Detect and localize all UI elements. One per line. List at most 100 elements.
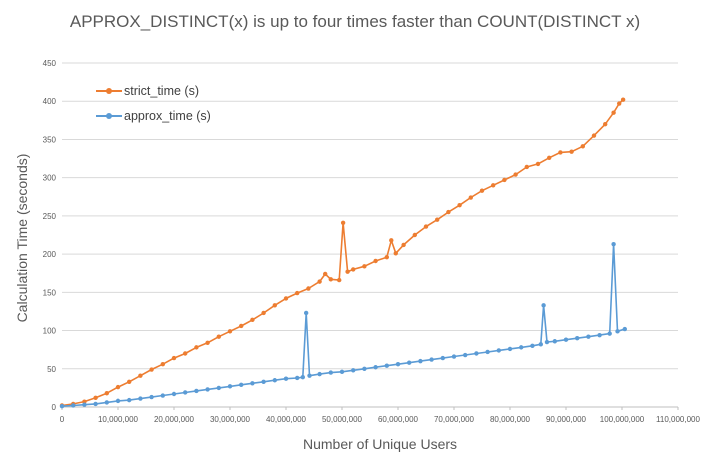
data-point-approx xyxy=(149,394,154,400)
data-point-approx xyxy=(93,401,98,407)
data-point-approx xyxy=(575,336,580,341)
x-tick-label: 20,000,000 xyxy=(154,415,195,424)
y-tick-label: 0 xyxy=(52,403,57,412)
y-tick-label: 100 xyxy=(43,327,57,336)
data-point-approx xyxy=(115,398,121,404)
data-point-approx xyxy=(339,369,345,375)
data-point-strict xyxy=(524,164,529,170)
data-point-approx xyxy=(82,402,87,407)
data-point-approx xyxy=(127,397,132,403)
data-point-approx xyxy=(300,374,305,380)
y-tick-label: 250 xyxy=(43,212,57,221)
x-tick-label: 50,000,000 xyxy=(322,415,363,424)
data-point-strict xyxy=(479,188,485,193)
data-point-approx xyxy=(538,342,543,347)
data-point-strict xyxy=(115,384,121,390)
data-point-strict xyxy=(138,373,143,378)
x-tick-label: 10,000,000 xyxy=(98,415,139,424)
x-axis-label: Number of Unique Users xyxy=(302,436,458,452)
data-point-strict xyxy=(558,150,563,155)
x-tick-label: 80,000,000 xyxy=(490,415,531,424)
data-point-approx xyxy=(611,241,616,247)
data-point-approx xyxy=(384,363,389,368)
data-point-approx xyxy=(205,387,210,392)
data-point-approx xyxy=(307,373,312,378)
data-point-approx xyxy=(440,355,445,361)
data-point-approx xyxy=(586,334,591,339)
data-point-strict xyxy=(149,367,154,372)
data-point-approx xyxy=(328,370,333,375)
y-tick-label: 150 xyxy=(43,288,57,297)
y-tick-label: 350 xyxy=(43,135,57,144)
data-point-strict xyxy=(591,133,597,138)
data-point-strict xyxy=(373,258,378,264)
data-point-strict xyxy=(547,155,552,160)
legend-swatch-strict xyxy=(96,86,122,96)
data-point-strict xyxy=(93,395,98,401)
legend-label-approx: approx_time (s) xyxy=(124,108,211,123)
data-point-strict xyxy=(620,97,626,102)
x-tick-label: 30,000,000 xyxy=(210,415,251,424)
data-point-approx xyxy=(541,303,546,308)
data-point-approx xyxy=(496,348,501,353)
data-point-strict xyxy=(389,238,394,243)
data-point-approx xyxy=(507,346,513,352)
data-point-approx xyxy=(552,339,557,344)
data-point-strict xyxy=(272,303,277,308)
data-point-approx xyxy=(607,331,612,336)
data-point-approx xyxy=(418,358,423,364)
legend: strict_time (s) approx_time (s) xyxy=(96,78,211,128)
data-point-strict xyxy=(317,279,322,284)
data-point-strict xyxy=(295,290,300,296)
x-tick-label: 70,000,000 xyxy=(434,415,475,424)
data-point-strict xyxy=(127,379,132,384)
data-point-strict xyxy=(617,101,622,106)
legend-item-strict: strict_time (s) xyxy=(96,78,211,103)
data-point-strict xyxy=(502,177,507,183)
data-point-approx xyxy=(530,343,535,349)
data-point-approx xyxy=(239,382,244,388)
data-point-strict xyxy=(328,277,333,282)
data-point-approx xyxy=(485,349,490,355)
data-point-strict xyxy=(446,209,451,215)
data-point-strict xyxy=(183,351,188,356)
y-tick-label: 400 xyxy=(43,97,57,106)
data-point-strict xyxy=(468,195,473,200)
data-point-strict xyxy=(340,220,346,225)
chart-title: APPROX_DISTINCT(x) is up to four times f… xyxy=(69,12,641,31)
data-point-approx xyxy=(622,326,627,332)
y-tick-label: 200 xyxy=(43,250,57,259)
x-tick-label: 90,000,000 xyxy=(546,415,587,424)
data-point-strict xyxy=(239,323,244,329)
data-point-approx xyxy=(597,332,602,338)
x-tick-label: 60,000,000 xyxy=(378,415,419,424)
data-point-approx xyxy=(395,361,401,367)
y-tick-label: 300 xyxy=(43,174,57,183)
data-point-strict xyxy=(337,277,342,283)
data-point-approx xyxy=(283,376,289,381)
data-point-strict xyxy=(580,144,585,149)
data-point-strict xyxy=(306,286,311,291)
data-point-strict xyxy=(535,161,541,167)
data-point-strict xyxy=(351,267,356,272)
data-point-approx xyxy=(407,360,412,365)
data-point-approx xyxy=(227,384,233,389)
data-point-strict xyxy=(104,391,110,396)
data-point-strict xyxy=(250,317,255,323)
data-point-strict xyxy=(435,217,440,222)
data-point-approx xyxy=(519,345,524,350)
data-point-strict xyxy=(261,310,266,316)
x-tick-label: 0 xyxy=(60,415,65,424)
data-point-strict xyxy=(283,296,289,301)
data-point-approx xyxy=(563,337,569,342)
data-point-strict xyxy=(457,202,462,208)
x-tick-label: 100,000,000 xyxy=(600,415,645,424)
data-point-strict xyxy=(345,269,350,274)
data-point-strict xyxy=(393,251,398,256)
data-point-strict xyxy=(205,340,210,345)
y-tick-label: 50 xyxy=(47,365,56,374)
y-tick-label: 450 xyxy=(43,59,57,68)
data-point-approx xyxy=(261,379,266,384)
data-point-strict xyxy=(491,183,496,188)
